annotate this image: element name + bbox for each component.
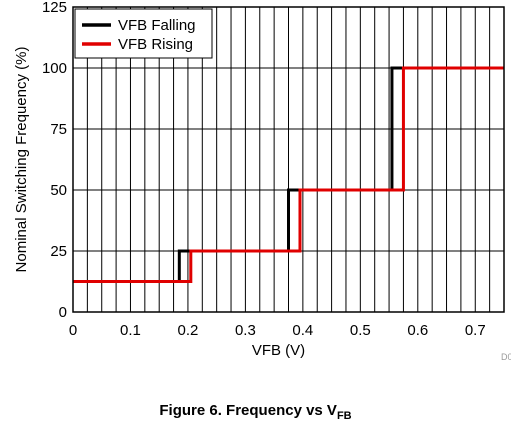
figure-caption-text: Figure 6. Frequency vs V	[159, 402, 337, 419]
x-tick-label: 0.6	[407, 322, 428, 339]
x-axis-title: VFB (V)	[252, 342, 305, 359]
y-tick-label: 125	[42, 0, 67, 16]
x-tick-label: 0.4	[292, 322, 313, 339]
y-tick-label: 100	[42, 60, 67, 77]
frequency-vs-vfb-chart: 0 0.1 0.2 0.3 0.4 0.5 0.6 0.7 0 25 50 75 100 125 VFB …	[13, 0, 511, 362]
legend: VFB Falling VFB Rising	[74, 8, 213, 59]
y-axis-title: Nominal Switching Frequency (%)	[13, 47, 30, 273]
x-tick-label: 0.5	[350, 322, 371, 339]
y-tick-label: 25	[50, 243, 67, 260]
x-tick-label: 0.1	[120, 322, 141, 339]
series-lines	[73, 66, 504, 283]
corner-code-label: D0	[501, 352, 511, 362]
figure-caption: Figure 6. Frequency vs VFB	[0, 402, 511, 422]
figure-caption-subscript: FB	[336, 410, 352, 422]
legend-label-vfb-falling: VFB Falling	[118, 17, 196, 34]
series-line-vfb-rising	[73, 66, 504, 283]
x-tick-label: 0.7	[465, 322, 486, 339]
y-tick-label: 50	[50, 182, 67, 199]
y-tick-label: 75	[50, 121, 67, 138]
legend-box	[74, 8, 213, 59]
series-line-vfb-falling	[73, 66, 504, 283]
legend-label-vfb-rising: VFB Rising	[118, 36, 193, 53]
y-tick-label: 0	[59, 304, 67, 321]
x-tick-label: 0	[69, 322, 77, 339]
x-tick-label: 0.2	[178, 322, 199, 339]
x-tick-label: 0.3	[235, 322, 256, 339]
tick-labels: 0 0.1 0.2 0.3 0.4 0.5 0.6 0.7 0 25 50 75 100 125	[42, 0, 486, 339]
plot-frame	[72, 6, 505, 313]
